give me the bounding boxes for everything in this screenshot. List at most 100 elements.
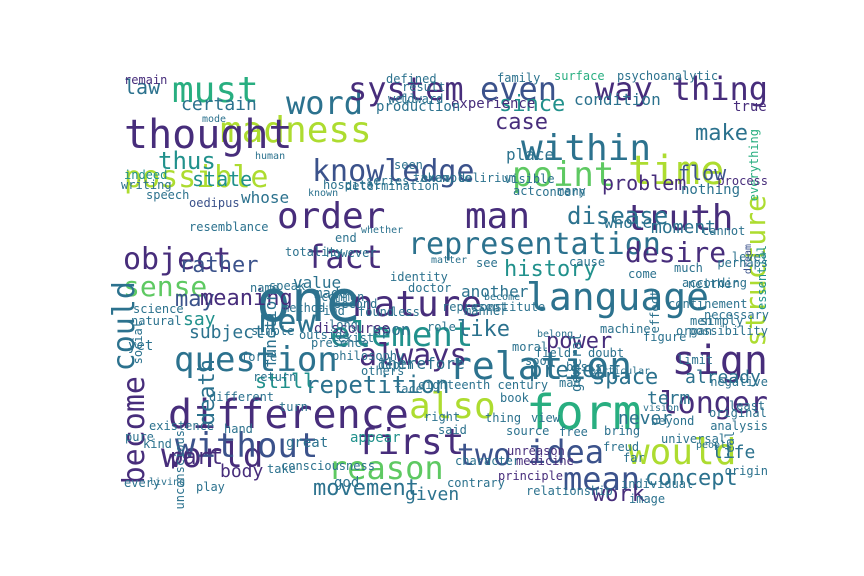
word-toward: toward: [400, 92, 444, 106]
word-first: first: [356, 422, 465, 463]
word-figure: figure: [643, 330, 687, 344]
word-face: face: [394, 382, 423, 396]
word-thought: thought: [124, 112, 293, 158]
word-essential: essential: [755, 245, 769, 311]
word-delirium: delirium: [458, 171, 516, 185]
word-outside: outside: [299, 328, 350, 342]
word-organ: organ: [676, 324, 713, 338]
word-well: well: [388, 92, 417, 106]
word-moment: moment: [651, 217, 717, 238]
word-mode: mode: [202, 114, 227, 125]
word-say: say: [183, 309, 216, 330]
word-life: life: [712, 442, 756, 463]
word-right: right: [424, 410, 461, 424]
word-name: name: [250, 281, 279, 295]
word-true: true: [733, 99, 767, 115]
word-desire: desire: [625, 236, 727, 269]
word-relationship: relationship: [526, 484, 613, 498]
word-make: make: [695, 121, 748, 146]
word-simply: simply: [700, 314, 744, 328]
word-without: without: [175, 426, 319, 466]
word-field: field: [535, 346, 572, 360]
word-act: act: [513, 184, 535, 198]
word-writing: writing: [121, 178, 172, 192]
word-may: may: [175, 287, 215, 312]
word-human: human: [255, 151, 286, 162]
word-unreason: unreason: [507, 444, 565, 458]
word-freud: freud: [603, 440, 640, 454]
word-must: must: [172, 70, 259, 111]
word-possible: possible: [124, 160, 269, 195]
word-men: men: [690, 314, 712, 328]
word-still: still: [255, 369, 316, 393]
word-mad: mad: [559, 376, 581, 390]
word-people: people: [696, 440, 733, 451]
word-given: given: [405, 484, 460, 505]
word-meaning: meaning: [200, 286, 293, 311]
word-within: within: [521, 128, 652, 169]
word-view: view: [531, 411, 560, 425]
word-point: point: [512, 155, 615, 195]
word-two: two: [457, 438, 512, 473]
word-book: book: [500, 391, 529, 405]
word-source: source: [506, 424, 550, 438]
word-psychoanalytic: psychoanalytic: [617, 69, 719, 83]
word-element: element: [330, 315, 474, 355]
word-moral: moral: [512, 340, 549, 354]
word-word: word: [286, 84, 364, 122]
word-surface: surface: [554, 69, 605, 83]
word-bring: bring: [604, 424, 641, 438]
word-state: state: [192, 167, 253, 191]
word-repetition: repetition: [305, 371, 450, 399]
word-exist: exist: [338, 331, 375, 345]
word-like: like: [457, 317, 510, 342]
word-turn: turn: [279, 400, 308, 414]
word-find: find: [316, 304, 345, 318]
word-natural: natural: [131, 314, 182, 328]
word-whether: whether: [361, 225, 404, 236]
word-thus: thus: [158, 147, 216, 175]
word-character: character: [455, 454, 521, 468]
word-power: power: [546, 329, 613, 354]
word-oedipus: oedipus: [189, 196, 240, 210]
word-common: common: [321, 290, 365, 304]
word-relation: relation: [449, 344, 633, 388]
word-new: new: [258, 302, 316, 340]
word-part: part: [170, 445, 223, 470]
word-one: one: [256, 267, 361, 335]
word-appear: appear: [350, 430, 401, 446]
word-truth: truth: [625, 198, 734, 239]
word-speech: speech: [146, 188, 190, 202]
word-identity: identity: [390, 270, 448, 284]
word-neither: neither: [688, 277, 739, 291]
word-least: least: [729, 399, 766, 413]
word-production: production: [376, 99, 461, 115]
word-problem: problem: [602, 171, 687, 195]
word-sign: sign: [671, 338, 768, 384]
word-discourse: discourse: [314, 321, 390, 337]
word-constitute: constitute: [473, 300, 546, 314]
word-matter: matter: [431, 255, 468, 266]
word-example: example: [421, 171, 472, 185]
word-seen: seen: [394, 158, 423, 172]
word-manner: manner: [464, 304, 508, 318]
word-doubt: doubt: [588, 346, 625, 360]
word-soon: soon: [525, 354, 554, 368]
word-principle: principle: [498, 469, 564, 483]
word-medicine: medicine: [516, 454, 574, 468]
word-origin: origin: [724, 464, 768, 478]
word-nature: nature: [352, 284, 483, 325]
word-hand: hand: [224, 422, 253, 436]
word-negative: negative: [710, 375, 768, 389]
word-concern: concern: [535, 185, 586, 199]
word-disease: disease: [567, 202, 669, 230]
word-far: far: [623, 451, 645, 465]
word-result: result: [402, 80, 446, 94]
word-depth: depth: [378, 358, 415, 372]
word-effect: effect: [648, 290, 662, 334]
word-mean: mean: [563, 460, 641, 498]
word-cause: cause: [569, 255, 606, 269]
word-place: place: [506, 145, 555, 164]
word-sense: sense: [123, 270, 208, 303]
word-whole: whole: [604, 213, 653, 232]
